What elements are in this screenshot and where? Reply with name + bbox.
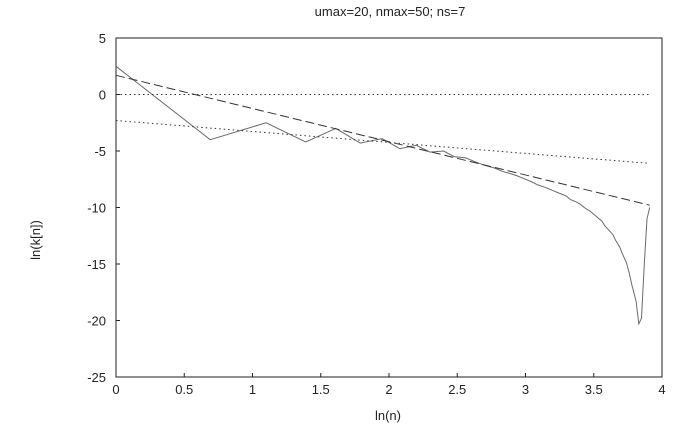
plot-frame <box>115 37 663 378</box>
x-axis-ticks: 0 0.5 1 1.5 2 2.5 3 3.5 4 <box>112 373 666 397</box>
x-tick-label: 3 <box>522 382 529 397</box>
y-tick-label: -15 <box>87 257 106 272</box>
y-axis-label: ln(k[n]) <box>28 220 43 260</box>
y-axis-ticks: 5 0 -5 -10 -15 -20 -25 <box>87 31 120 385</box>
x-axis-label: ln(n) <box>375 408 401 423</box>
chart-title: umax=20, nmax=50; ns=7 <box>315 4 466 19</box>
x-tick-label: 2.5 <box>448 382 466 397</box>
y-tick-label: -10 <box>87 201 106 216</box>
x-tick-label: 1.5 <box>312 382 330 397</box>
y-tick-label: -5 <box>94 144 106 159</box>
y-tick-label: 5 <box>99 31 106 46</box>
series-line-3 <box>115 120 650 164</box>
y-tick-label: 0 <box>99 88 106 103</box>
series-group <box>115 65 651 326</box>
x-tick-label: 0 <box>112 382 119 397</box>
x-tick-label: 0.5 <box>175 382 193 397</box>
x-tick-label: 2 <box>385 382 392 397</box>
series-line-2 <box>115 74 650 206</box>
y-tick-label: -25 <box>87 370 106 385</box>
x-tick-label: 3.5 <box>585 382 603 397</box>
y-tick-label: -20 <box>87 314 106 329</box>
x-tick-label: 1 <box>249 382 256 397</box>
series-line-1 <box>115 65 651 326</box>
x-tick-label: 4 <box>658 382 665 397</box>
plot-area <box>115 37 663 378</box>
